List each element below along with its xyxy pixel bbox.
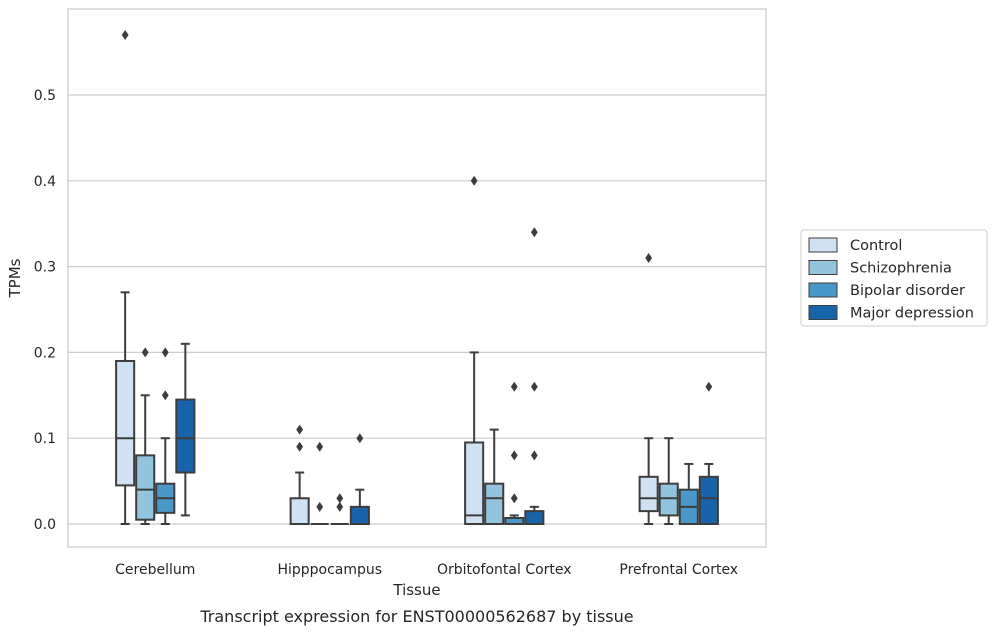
y-tick-label: 0.2 — [34, 345, 56, 361]
box-element — [698, 381, 719, 525]
box-element — [330, 493, 349, 525]
box-iqr — [175, 398, 196, 474]
legend: Control Schizophrenia Bipolar disorder Majo… — [800, 229, 988, 327]
box-iqr — [115, 359, 136, 487]
box-element — [289, 424, 310, 526]
legend-label: Control — [850, 238, 902, 254]
box-iqr — [289, 497, 310, 526]
series-bipolar-disorder — [155, 347, 699, 526]
box-element — [678, 462, 699, 525]
box-iqr — [658, 482, 679, 517]
box-element — [175, 342, 196, 517]
outlier-point — [510, 450, 518, 461]
box-iqr — [638, 475, 659, 513]
box-element — [464, 175, 485, 525]
outlier-point — [316, 441, 324, 452]
outlier-point — [336, 501, 344, 512]
plot-frame — [67, 8, 767, 548]
box-element — [135, 347, 156, 525]
series-control — [115, 29, 659, 526]
legend-frame — [800, 229, 988, 327]
legend-swatch — [808, 260, 838, 275]
outlier-point — [645, 253, 653, 264]
legend-label: Major depression — [850, 306, 974, 322]
outlier-point — [530, 227, 538, 238]
outlier-point — [296, 424, 304, 435]
outlier-point — [470, 175, 478, 186]
box-iqr — [484, 482, 505, 526]
series-schizophrenia — [135, 347, 679, 526]
outlier-point — [296, 441, 304, 452]
box-iqr — [524, 510, 545, 526]
y-tick-label: 0.4 — [34, 174, 56, 190]
x-tick-label: Cerebellum — [115, 562, 195, 578]
outlier-point — [530, 381, 538, 392]
box-element — [658, 437, 679, 525]
legend-swatch — [808, 282, 838, 298]
series-major-depression — [175, 227, 719, 526]
box-element — [349, 433, 370, 525]
y-axis-ticks: 0.0 0.1 0.2 0.3 0.4 0.5 — [34, 88, 56, 533]
y-tick-label: 0.3 — [34, 260, 56, 276]
box-series — [115, 29, 719, 526]
box-iqr — [464, 441, 485, 525]
box-element — [484, 428, 505, 526]
x-tick-label: Prefrontal Cortex — [619, 562, 738, 578]
legend-items: Control Schizophrenia Bipolar disorder Majo… — [808, 237, 974, 322]
x-tick-label: Hipppocampus — [277, 562, 382, 578]
outlier-point — [510, 381, 518, 392]
box-element — [638, 253, 659, 525]
outlier-point — [161, 390, 169, 401]
box-element — [504, 381, 525, 526]
chart-caption: Transcript expression for ENST0000056268… — [199, 607, 633, 626]
outlier-point — [530, 450, 538, 461]
box-element — [524, 227, 545, 526]
legend-swatch — [808, 305, 838, 320]
y-tick-label: 0.0 — [34, 517, 56, 533]
outlier-point — [356, 433, 364, 444]
x-tick-label: Orbitofontal Cortex — [437, 562, 572, 578]
outlier-point — [336, 493, 344, 504]
box-element — [115, 29, 136, 525]
outlier-point — [161, 347, 169, 358]
outlier-point — [121, 29, 129, 40]
outlier-point — [141, 347, 149, 358]
legend-label: Bipolar disorder — [850, 283, 965, 299]
box-iqr — [349, 505, 370, 525]
box-element — [310, 441, 329, 525]
box-iqr — [698, 475, 719, 525]
outlier-point — [510, 493, 518, 504]
box-iqr — [135, 454, 156, 521]
legend-swatch — [808, 237, 838, 253]
y-axis-label: TPMs — [6, 258, 24, 298]
outlier-point — [316, 501, 324, 512]
x-axis-label: Tissue — [392, 581, 440, 599]
x-axis-ticks: Cerebellum Hipppocampus Orbitofontal Corte… — [115, 562, 738, 578]
y-tick-label: 0.5 — [34, 88, 56, 104]
outlier-point — [705, 381, 713, 392]
box-element — [155, 347, 176, 525]
legend-label: Schizophrenia — [850, 261, 952, 277]
y-tick-label: 0.1 — [34, 431, 56, 447]
